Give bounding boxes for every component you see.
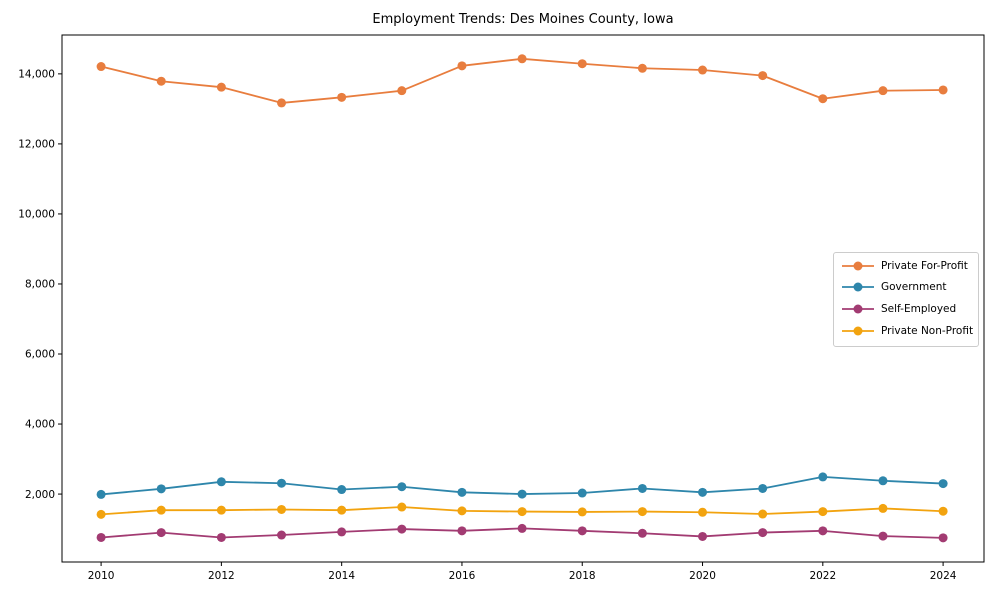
data-point-private-for-profit	[938, 85, 948, 95]
data-point-private-for-profit	[878, 86, 888, 96]
data-point-self-employed	[698, 531, 708, 541]
data-point-private-for-profit	[698, 65, 708, 75]
data-point-self-employed	[758, 528, 768, 538]
data-point-self-employed	[216, 532, 226, 542]
data-point-self-employed	[577, 526, 587, 536]
data-point-government	[337, 485, 347, 495]
x-tick-label: 2010	[88, 570, 115, 582]
y-tick-label: 8,000	[25, 279, 55, 291]
data-point-government	[397, 482, 407, 492]
y-tick-label: 2,000	[25, 489, 55, 501]
data-point-private-for-profit	[96, 62, 106, 72]
legend-item-private-for-profit: Private For-Profit	[834, 255, 978, 277]
data-point-self-employed	[637, 528, 647, 538]
y-tick-label: 14,000	[18, 69, 55, 81]
data-point-government	[216, 477, 226, 487]
data-point-private-non-profit	[156, 505, 166, 515]
data-point-self-employed	[397, 524, 407, 534]
data-point-private-for-profit	[216, 82, 226, 92]
x-tick-label: 2024	[930, 570, 957, 582]
x-tick-label: 2020	[689, 570, 716, 582]
data-point-government	[758, 483, 768, 493]
chart-title: Employment Trends: Des Moines County, Io…	[372, 12, 674, 27]
legend-label: Private Non-Profit	[881, 324, 974, 337]
data-point-private-for-profit	[457, 61, 467, 71]
data-point-private-for-profit	[758, 71, 768, 81]
data-point-private-for-profit	[818, 94, 828, 104]
data-point-private-non-profit	[337, 505, 347, 515]
data-point-self-employed	[337, 527, 347, 537]
line-marker-icon	[842, 282, 874, 292]
data-point-government	[156, 484, 166, 494]
y-tick-label: 12,000	[18, 139, 55, 151]
data-point-government	[698, 487, 708, 497]
plot-frame	[61, 34, 985, 563]
data-point-self-employed	[818, 526, 828, 536]
y-tick-label: 4,000	[25, 419, 55, 431]
data-point-government	[637, 483, 647, 493]
legend: Private For-Profit Government Self-Emplo…	[833, 252, 979, 347]
data-point-government	[517, 489, 527, 499]
legend-item-private-non-profit: Private Non-Profit	[834, 320, 978, 342]
data-point-government	[96, 489, 106, 499]
data-point-government	[577, 488, 587, 498]
data-point-private-non-profit	[938, 506, 948, 516]
data-point-private-non-profit	[758, 509, 768, 519]
line-marker-icon	[842, 261, 874, 271]
data-point-self-employed	[457, 526, 467, 536]
data-point-private-non-profit	[216, 505, 226, 515]
data-point-private-for-profit	[156, 76, 166, 86]
legend-label: Self-Employed	[881, 302, 957, 315]
legend-label: Private For-Profit	[881, 259, 968, 272]
series-line-private-for-profit	[100, 57, 944, 104]
data-point-private-for-profit	[277, 98, 287, 108]
x-tick-label: 2012	[208, 570, 235, 582]
data-point-government	[457, 487, 467, 497]
line-marker-icon	[842, 326, 874, 336]
data-point-private-non-profit	[818, 507, 828, 517]
data-point-private-for-profit	[577, 59, 587, 69]
data-point-private-non-profit	[878, 503, 888, 513]
legend-label: Government	[881, 281, 947, 294]
line-marker-icon	[842, 304, 874, 314]
x-tick-label: 2014	[328, 570, 355, 582]
data-point-private-non-profit	[277, 504, 287, 514]
data-point-self-employed	[156, 528, 166, 538]
data-point-private-non-profit	[397, 502, 407, 512]
x-tick-label: 2022	[809, 570, 836, 582]
data-point-self-employed	[96, 532, 106, 542]
data-point-government	[938, 479, 948, 489]
data-point-government	[818, 472, 828, 482]
data-point-private-non-profit	[577, 507, 587, 517]
x-tick-label: 2018	[569, 570, 596, 582]
legend-item-government: Government	[834, 277, 978, 299]
data-point-private-for-profit	[637, 63, 647, 73]
data-point-private-for-profit	[397, 86, 407, 96]
data-point-self-employed	[878, 531, 888, 541]
data-point-government	[878, 476, 888, 486]
data-point-private-non-profit	[698, 507, 708, 517]
data-point-self-employed	[938, 533, 948, 543]
data-point-self-employed	[517, 523, 527, 533]
data-point-private-for-profit	[517, 54, 527, 64]
x-tick-label: 2016	[449, 570, 476, 582]
legend-item-self-employed: Self-Employed	[834, 298, 978, 320]
data-point-private-non-profit	[637, 507, 647, 517]
y-tick-label: 6,000	[25, 349, 55, 361]
data-point-private-non-profit	[457, 506, 467, 516]
y-tick-label: 10,000	[18, 209, 55, 221]
data-point-private-non-profit	[96, 509, 106, 519]
data-point-government	[277, 478, 287, 488]
data-point-private-non-profit	[517, 507, 527, 517]
data-point-self-employed	[277, 530, 287, 540]
data-point-private-for-profit	[337, 92, 347, 102]
